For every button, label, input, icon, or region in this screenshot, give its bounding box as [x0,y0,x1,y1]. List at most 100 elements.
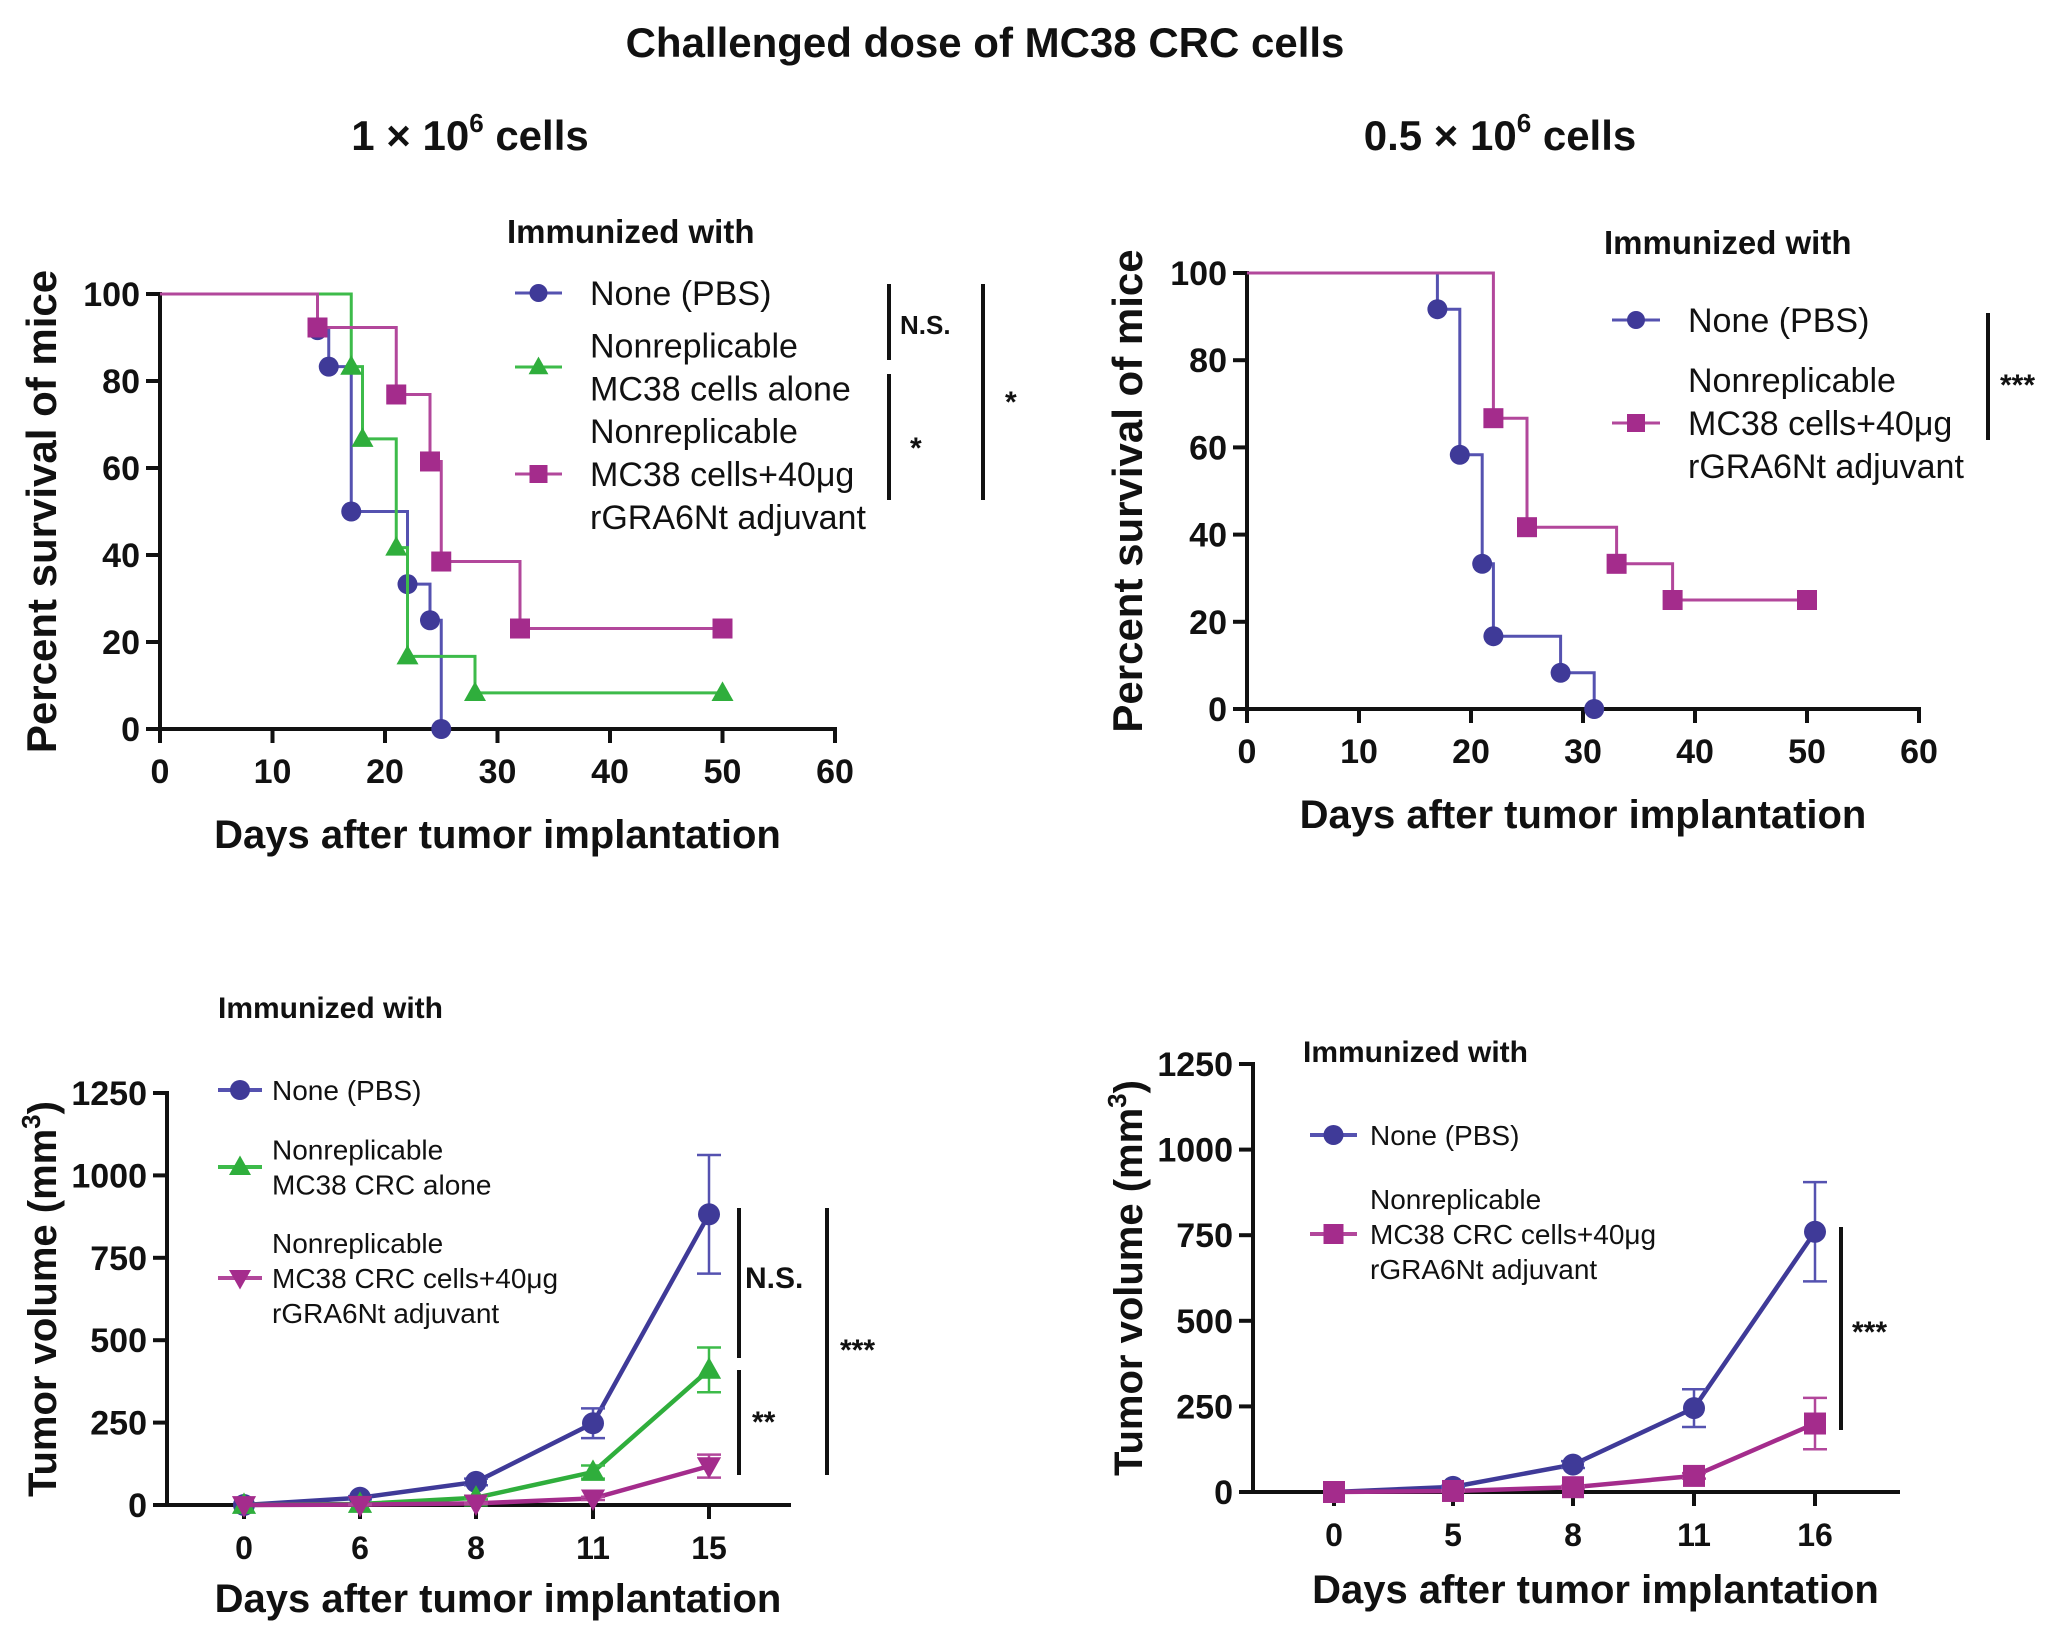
legend-label: MC38 cells+40μg [1688,405,1952,443]
y-tick-label: 0 [1208,691,1227,729]
series-pbs [233,1153,721,1516]
data-point [351,427,374,447]
x-tick-label: 10 [254,753,292,791]
legend-marker-triangle-up-icon [528,356,549,375]
significance-bracket: N.S. [737,1208,803,1358]
data-point [1483,408,1504,429]
data-point-censored-end [711,681,734,701]
legend: Immunized with None (PBS) Nonreplicable MC3… [218,992,558,1329]
legend-label: None (PBS) [1688,302,1869,340]
data-point [1683,1464,1705,1487]
survival-chart-1e6: 0 20 40 60 80 100 0 10 20 30 40 50 60 Days after tumo… [18,213,1017,857]
data-point [341,501,362,522]
y-axis-title-end: ) [1107,1080,1151,1093]
significance-label: * [1005,386,1017,419]
significance-label: *** [1852,1316,1887,1349]
legend-label: Nonreplicable [590,328,798,366]
y-axis-title-main: Tumor volume (mm [21,1129,65,1497]
x-tick-label: 0 [1325,1517,1343,1553]
data-point [347,1495,373,1518]
data-point [582,1412,604,1435]
legend-title: Immunized with [507,213,755,250]
series-adjuvant [160,292,733,639]
y-tick-label: 20 [1189,604,1227,642]
x-axis-title: Days after tumor implantation [215,1577,782,1621]
legend-item-alone: Nonreplicable MC38 cells alone [515,328,851,409]
y-tick-label: 0 [128,1487,147,1525]
legend-label: None (PBS) [1370,1120,1519,1151]
significance-bracket: ** [737,1370,776,1475]
x-tick-label: 15 [691,1530,727,1566]
data-point [580,1489,606,1512]
y-tick-label: 20 [102,624,140,662]
survival-step-line [1247,271,1596,709]
data-point [1804,1220,1826,1243]
data-point [510,618,530,639]
data-point [385,536,408,556]
y-axis-title-sup: 3 [1102,1093,1132,1107]
legend-label: Nonreplicable [1370,1184,1541,1215]
x-axis-title: Days after tumor implantation [1300,793,1867,837]
x-tick-label: 8 [1564,1517,1582,1553]
tumor-volume-chart-05e6: 0 250 500 750 1000 1250 0 5 8 11 16 Days after tumo… [1102,1036,1900,1612]
y-tick-label: 100 [1170,255,1227,293]
survival-step-line [160,292,723,695]
column-header-1e6: 1 × 106 cells [351,108,589,159]
data-point [698,1203,720,1226]
x-tick-label: 5 [1444,1517,1462,1553]
x-tick-label: 60 [1900,733,1938,771]
data-point [696,1357,722,1379]
y-axis-title: Tumor volume (mm3) [16,1101,65,1497]
y-tick-label: 500 [1176,1303,1233,1341]
y-tick-label: 40 [1189,517,1227,555]
data-point-censored-end [712,618,733,639]
y-axis-title: Percent survival of mice [18,270,65,753]
significance-bracket: *** [1839,1227,1887,1430]
legend-marker-circle-icon [529,284,548,302]
legend-marker-triangle-up-icon [229,1155,251,1176]
y-tick-label: 500 [90,1322,147,1360]
legend: Immunized with None (PBS) Nonreplicable MC3… [1303,1036,1656,1285]
x-tick-label: 30 [1564,733,1602,771]
y-tick-label: 1250 [71,1075,147,1113]
x-tick-label: 0 [235,1530,253,1566]
x-axis-title: Days after tumor implantation [214,813,781,857]
x-tick-label: 0 [151,753,170,791]
legend-marker-square-icon [1323,1224,1344,1244]
figure-title: Challenged dose of MC38 CRC cells [626,19,1345,66]
y-tick-label: 750 [1176,1217,1233,1255]
data-point [464,681,486,701]
data-point [1483,626,1504,647]
legend-item-adjuvant: Nonreplicable MC38 cells+40μg rGRA6Nt adju… [1612,362,1964,486]
significance-label: * [910,432,922,465]
significance-label: ** [752,1406,776,1439]
data-point [696,1457,722,1479]
data-point [307,317,328,338]
data-point [580,1459,606,1481]
legend-label: rGRA6Nt adjuvant [272,1298,499,1329]
y-tick-label: 80 [102,363,140,401]
data-point [386,384,407,405]
x-tick-label: 16 [1797,1517,1833,1553]
legend-title: Immunized with [218,992,443,1025]
y-tick-label: 1250 [1157,1046,1233,1084]
y-tick-label: 40 [102,537,140,575]
y-tick-label: 60 [102,450,140,488]
legend-item-pbs: None (PBS) [1612,302,1869,340]
legend-label: Nonreplicable [1688,362,1896,400]
data-point [465,1470,487,1493]
series-adjuvant [1323,1396,1827,1503]
y-tick-label: 1000 [1157,1132,1233,1170]
legend-item-alone: Nonreplicable MC38 CRC alone [218,1135,491,1201]
x-tick-label: 11 [576,1530,610,1566]
legend-item-adjuvant: Nonreplicable MC38 cells+40μg rGRA6Nt adju… [515,413,866,537]
legend-marker-square-icon [1627,414,1645,432]
legend-label: rGRA6Nt adjuvant [1688,448,1964,486]
legend-title: Immunized with [1303,1036,1528,1069]
legend-label: rGRA6Nt adjuvant [590,499,866,537]
legend-label: MC38 CRC alone [272,1170,491,1201]
x-tick-label: 20 [366,753,404,791]
data-point [340,355,363,375]
legend-label: Nonreplicable [590,413,798,451]
